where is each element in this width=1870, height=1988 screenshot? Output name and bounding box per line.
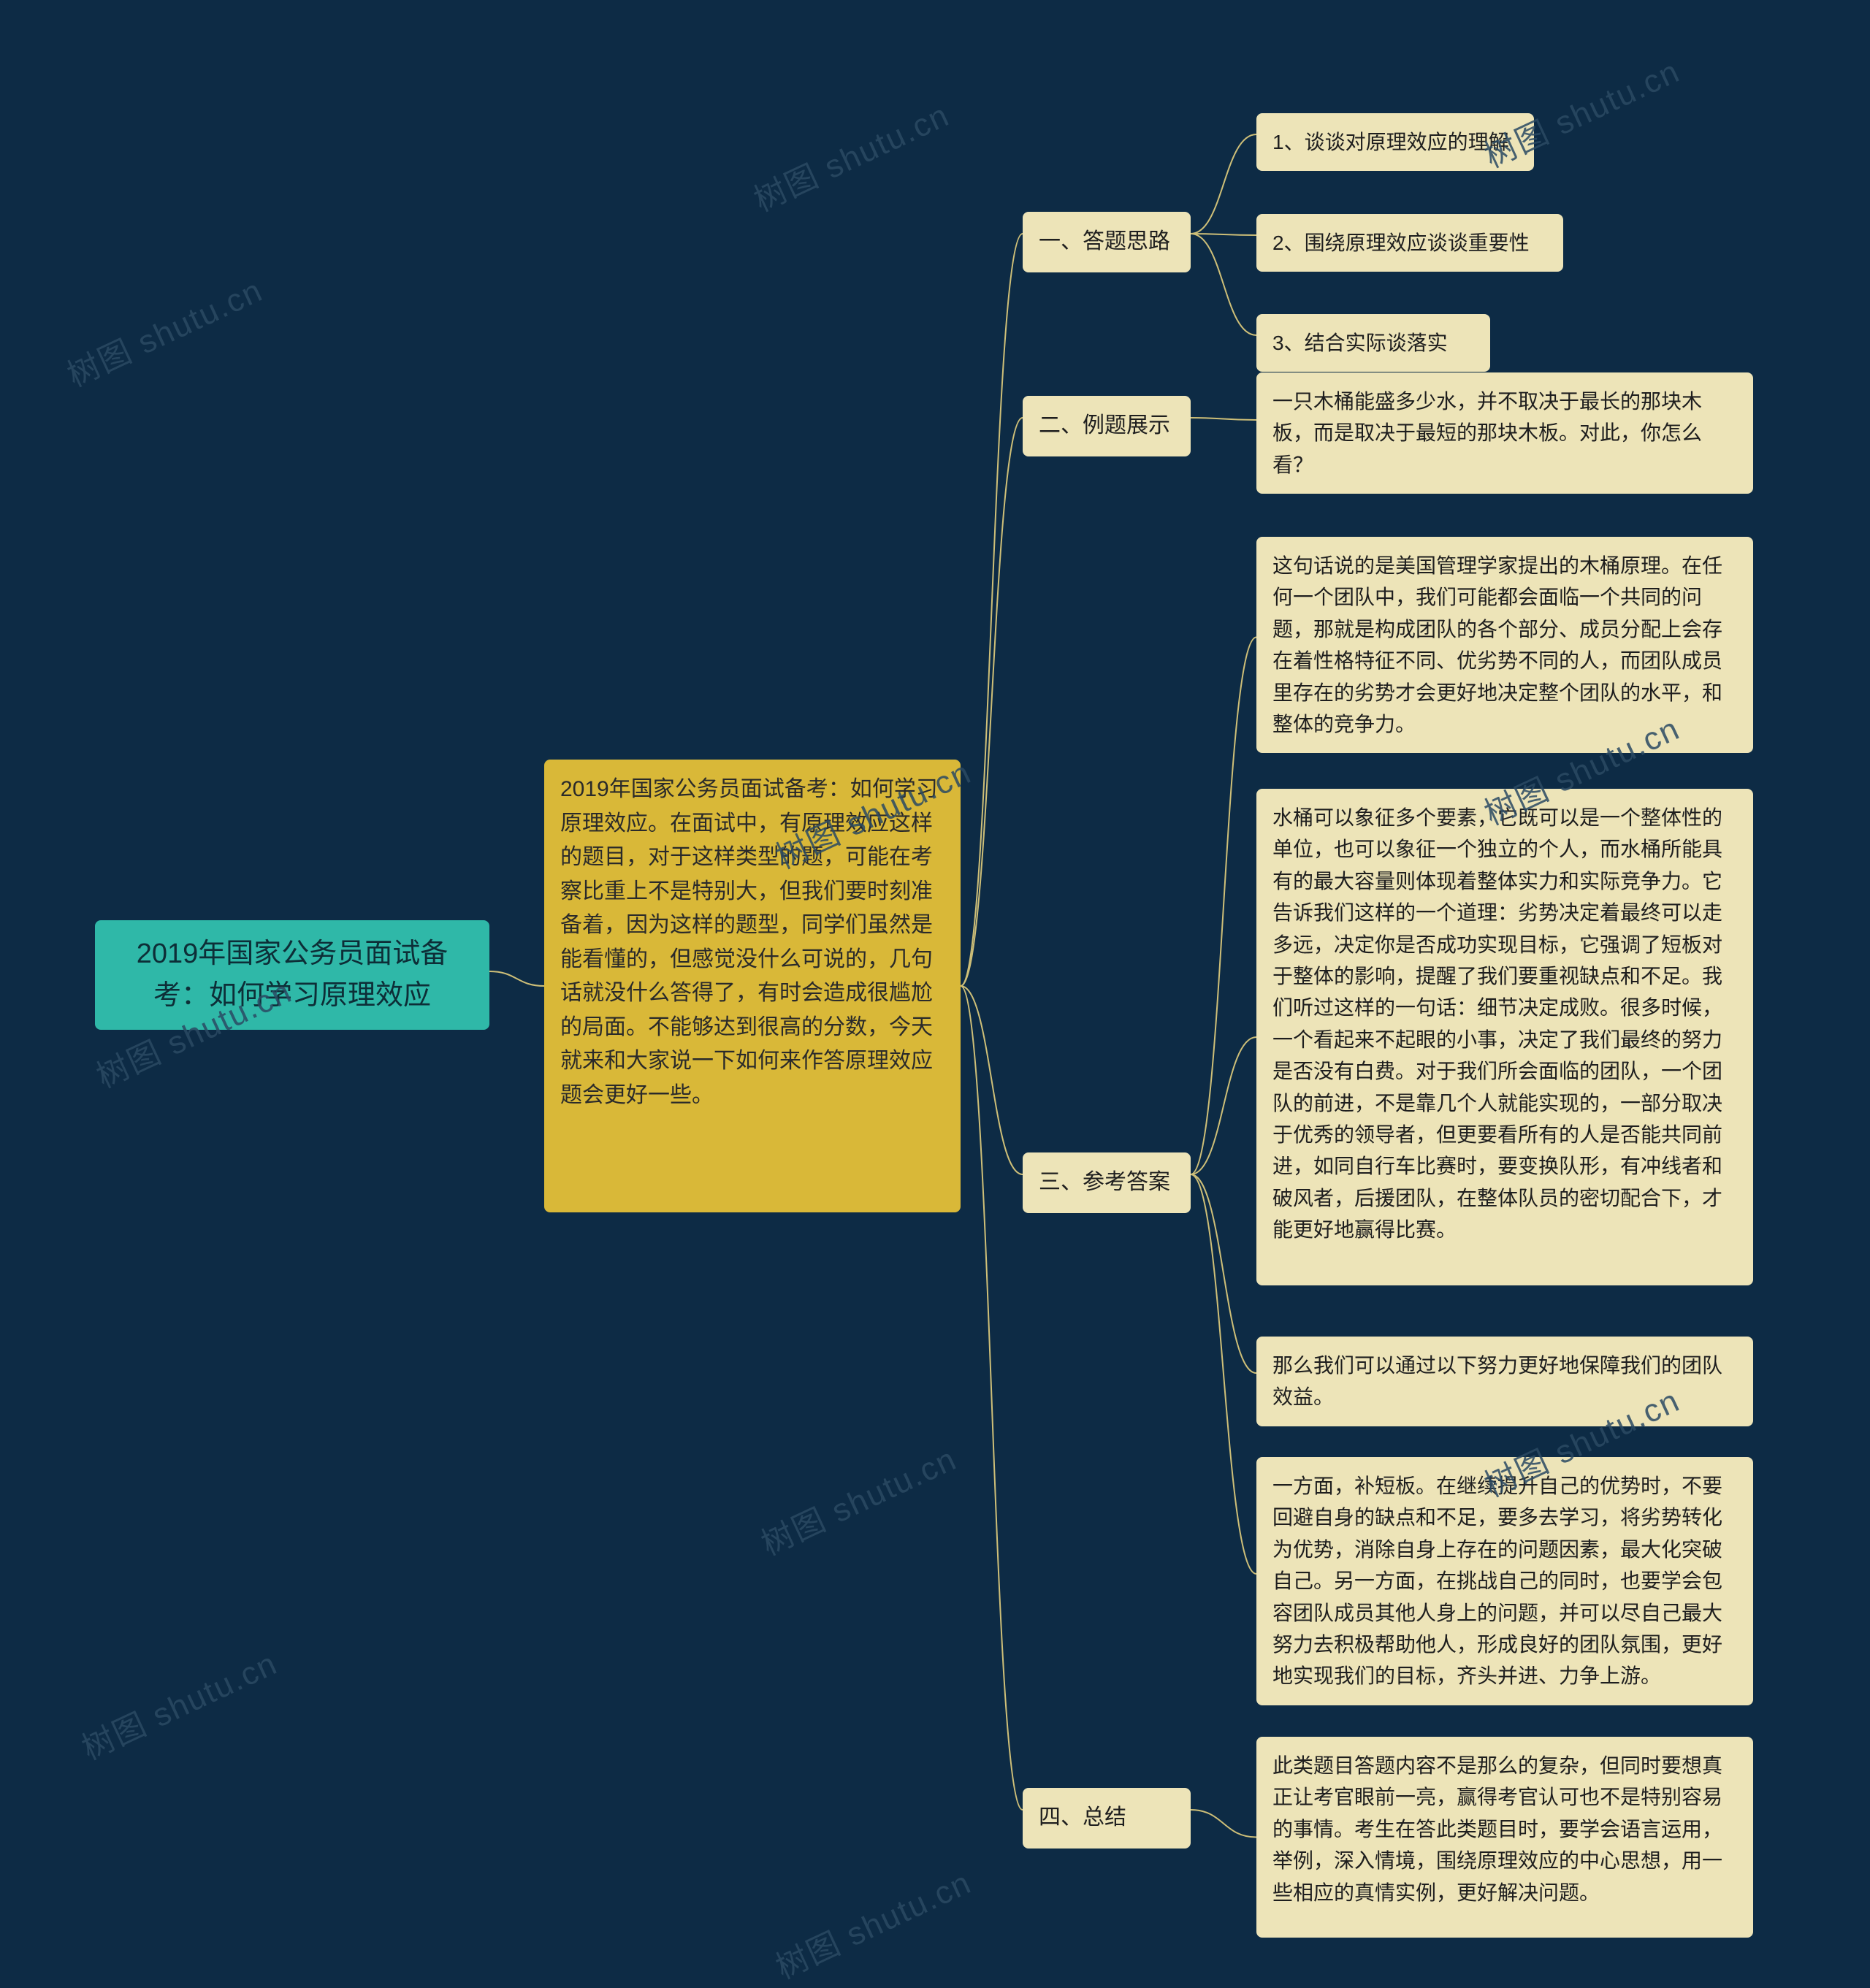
section-4-item-1-text: 此类题目答题内容不是那么的复杂，但同时要想真正让考官眼前一亮，赢得考官认可也不是…: [1272, 1754, 1722, 1904]
watermark: 树图 shutu.cn: [745, 89, 956, 221]
section-1-item-3[interactable]: 3、结合实际谈落实: [1256, 314, 1490, 372]
intro-node[interactable]: 2019年国家公务员面试备考：如何学习原理效应。在面试中，有原理效应这样的题目，…: [544, 760, 961, 1212]
section-1[interactable]: 一、答题思路: [1023, 212, 1191, 272]
section-3-item-3-text: 那么我们可以通过以下努力更好地保障我们的团队效益。: [1272, 1354, 1722, 1408]
section-1-label: 一、答题思路: [1039, 229, 1170, 253]
section-2-label: 二、例题展示: [1039, 413, 1170, 437]
section-2-item-1[interactable]: 一只木桶能盛多少水，并不取决于最长的那块木板，而是取决于最短的那块木板。对此，你…: [1256, 372, 1753, 494]
root-title: 2019年国家公务员面试备考：如何学习原理效应: [137, 938, 449, 1011]
section-4[interactable]: 四、总结: [1023, 1788, 1191, 1849]
section-3-item-1-text: 这句话说的是美国管理学家提出的木桶原理。在任何一个团队中，我们可能都会面临一个共…: [1272, 554, 1722, 735]
section-3-item-1[interactable]: 这句话说的是美国管理学家提出的木桶原理。在任何一个团队中，我们可能都会面临一个共…: [1256, 537, 1753, 753]
section-2-item-1-text: 一只木桶能盛多少水，并不取决于最长的那块木板，而是取决于最短的那块木板。对此，你…: [1272, 390, 1702, 476]
section-3-item-3[interactable]: 那么我们可以通过以下努力更好地保障我们的团队效益。: [1256, 1337, 1753, 1426]
section-3[interactable]: 三、参考答案: [1023, 1152, 1191, 1213]
intro-text: 2019年国家公务员面试备考：如何学习原理效应。在面试中，有原理效应这样的题目，…: [560, 777, 938, 1107]
section-1-item-2-text: 2、围绕原理效应谈谈重要性: [1272, 232, 1530, 254]
section-3-item-4[interactable]: 一方面，补短板。在继续提升自己的优势时，不要回避自身的缺点和不足，要多去学习，将…: [1256, 1457, 1753, 1705]
root-node[interactable]: 2019年国家公务员面试备考：如何学习原理效应: [95, 920, 489, 1030]
section-4-item-1[interactable]: 此类题目答题内容不是那么的复杂，但同时要想真正让考官眼前一亮，赢得考官认可也不是…: [1256, 1737, 1753, 1938]
section-3-item-2-text: 水桶可以象征多个要素，它既可以是一个整体性的单位，也可以象征一个独立的个人，而水…: [1272, 806, 1722, 1241]
section-2[interactable]: 二、例题展示: [1023, 396, 1191, 456]
section-1-item-1[interactable]: 1、谈谈对原理效应的理解: [1256, 113, 1534, 171]
watermark: 树图 shutu.cn: [58, 264, 270, 396]
section-1-item-1-text: 1、谈谈对原理效应的理解: [1272, 131, 1509, 153]
section-3-item-4-text: 一方面，补短板。在继续提升自己的优势时，不要回避自身的缺点和不足，要多去学习，将…: [1272, 1475, 1722, 1687]
section-1-item-2[interactable]: 2、围绕原理效应谈谈重要性: [1256, 214, 1563, 272]
section-1-item-3-text: 3、结合实际谈落实: [1272, 332, 1448, 354]
watermark: 树图 shutu.cn: [767, 1857, 978, 1988]
section-4-label: 四、总结: [1039, 1805, 1126, 1830]
section-3-item-2[interactable]: 水桶可以象征多个要素，它既可以是一个整体性的单位，也可以象征一个独立的个人，而水…: [1256, 789, 1753, 1285]
section-3-label: 三、参考答案: [1039, 1170, 1170, 1194]
watermark: 树图 shutu.cn: [73, 1637, 284, 1769]
watermark: 树图 shutu.cn: [752, 1433, 963, 1564]
